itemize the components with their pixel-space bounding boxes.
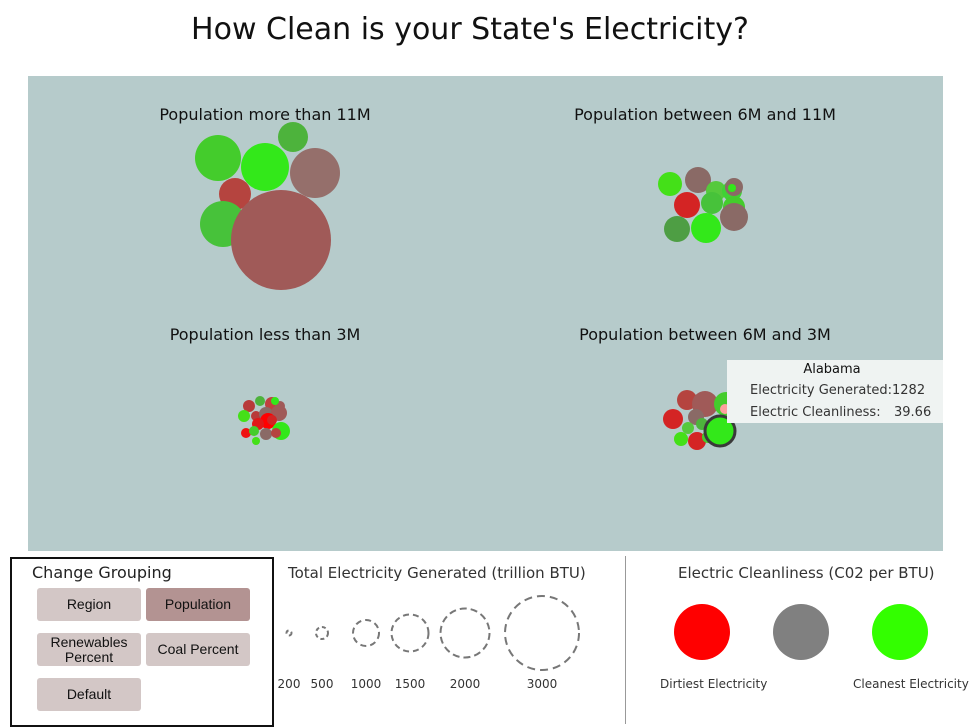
neutral-swatch — [773, 604, 829, 660]
tooltip-cleanliness-value: 39.66 — [894, 405, 932, 420]
state-bubble[interactable] — [682, 422, 694, 434]
plot-background — [28, 76, 943, 551]
coal-percent-button[interactable]: Coal Percent — [146, 633, 250, 666]
size-tick-1000: 1000 — [350, 677, 382, 691]
state-bubble-highlighted[interactable] — [703, 414, 737, 448]
tooltip-state-name: Alabama — [803, 362, 861, 377]
size-tick-200: 200 — [277, 677, 301, 691]
bubbles-layer — [195, 122, 748, 450]
size-legend-title: Total Electricity Generated (trillion BT… — [288, 564, 586, 582]
state-bubble[interactable] — [195, 135, 241, 181]
color-legend-title: Electric Cleanliness (C02 per BTU) — [678, 564, 935, 582]
state-bubble[interactable] — [241, 143, 289, 191]
bubble-chart[interactable]: Population more than 11M Population betw… — [28, 76, 943, 551]
state-bubble[interactable] — [677, 390, 697, 410]
cleanest-swatch — [872, 604, 928, 660]
state-bubble[interactable] — [290, 148, 340, 198]
state-bubble[interactable] — [688, 432, 706, 450]
dirtiest-label: Dirtiest Electricity — [660, 677, 768, 691]
grouping-panel: Change Grouping Region Population Renewa… — [10, 557, 274, 727]
size-circle-1000 — [352, 619, 380, 647]
state-bubble[interactable] — [249, 426, 259, 436]
state-bubble[interactable] — [271, 397, 279, 405]
size-circle-1500 — [390, 613, 430, 653]
size-tick-3000: 3000 — [526, 677, 558, 691]
group-label-less-than-3m: Population less than 3M — [170, 325, 361, 344]
default-button[interactable]: Default — [37, 678, 141, 711]
state-bubble[interactable] — [685, 167, 711, 193]
size-legend: Total Electricity Generated (trillion BT… — [278, 560, 618, 720]
state-tooltip: Alabama Electricity Generated: 1282 Elec… — [727, 360, 943, 423]
state-bubble[interactable] — [664, 216, 690, 242]
state-bubble[interactable] — [243, 400, 255, 412]
size-tick-1500: 1500 — [394, 677, 426, 691]
tooltip-cleanliness-label: Electric Cleanliness: — [750, 405, 881, 420]
tooltip-generated-value: 1282 — [892, 383, 926, 398]
size-legend-circles — [285, 595, 580, 671]
state-bubble[interactable] — [663, 409, 683, 429]
state-bubble[interactable] — [701, 192, 723, 214]
grouping-title: Change Grouping — [32, 563, 172, 582]
state-bubble[interactable] — [241, 428, 251, 438]
population-button[interactable]: Population — [146, 588, 250, 621]
state-bubble[interactable] — [691, 213, 721, 243]
size-circle-2000 — [439, 607, 491, 659]
state-bubble[interactable] — [674, 192, 700, 218]
renewables-percent-button[interactable]: Renewables Percent — [37, 633, 141, 666]
size-circle-500 — [315, 626, 329, 640]
state-bubble[interactable] — [278, 122, 308, 152]
color-legend-swatches — [674, 604, 928, 660]
state-bubble[interactable] — [260, 428, 272, 440]
size-tick-500: 500 — [310, 677, 334, 691]
group-label-6m-3m: Population between 6M and 3M — [579, 325, 831, 344]
size-tick-2000: 2000 — [449, 677, 481, 691]
state-bubble[interactable] — [255, 396, 265, 406]
state-bubble[interactable] — [271, 428, 281, 438]
state-bubble[interactable] — [267, 415, 277, 425]
state-bubble[interactable] — [674, 432, 688, 446]
region-button[interactable]: Region — [37, 588, 141, 621]
state-bubble[interactable] — [238, 410, 250, 422]
group-label-6m-11m: Population between 6M and 11M — [574, 105, 836, 124]
page-title: How Clean is your State's Electricity? — [191, 12, 749, 47]
state-bubble[interactable] — [658, 172, 682, 196]
state-bubble[interactable] — [720, 203, 748, 231]
cleanest-label: Cleanest Electricity — [853, 677, 969, 691]
size-circle-3000 — [504, 595, 580, 671]
state-bubble[interactable] — [231, 190, 331, 290]
color-legend: Electric Cleanliness (C02 per BTU) Dirti… — [630, 560, 975, 720]
state-bubble[interactable] — [252, 437, 260, 445]
legend-divider — [625, 556, 626, 724]
state-bubble[interactable] — [728, 184, 736, 192]
size-circle-200 — [285, 629, 293, 637]
dirtiest-swatch — [674, 604, 730, 660]
group-label-more-than-11m: Population more than 11M — [159, 105, 370, 124]
tooltip-generated-label: Electricity Generated: — [750, 383, 893, 398]
